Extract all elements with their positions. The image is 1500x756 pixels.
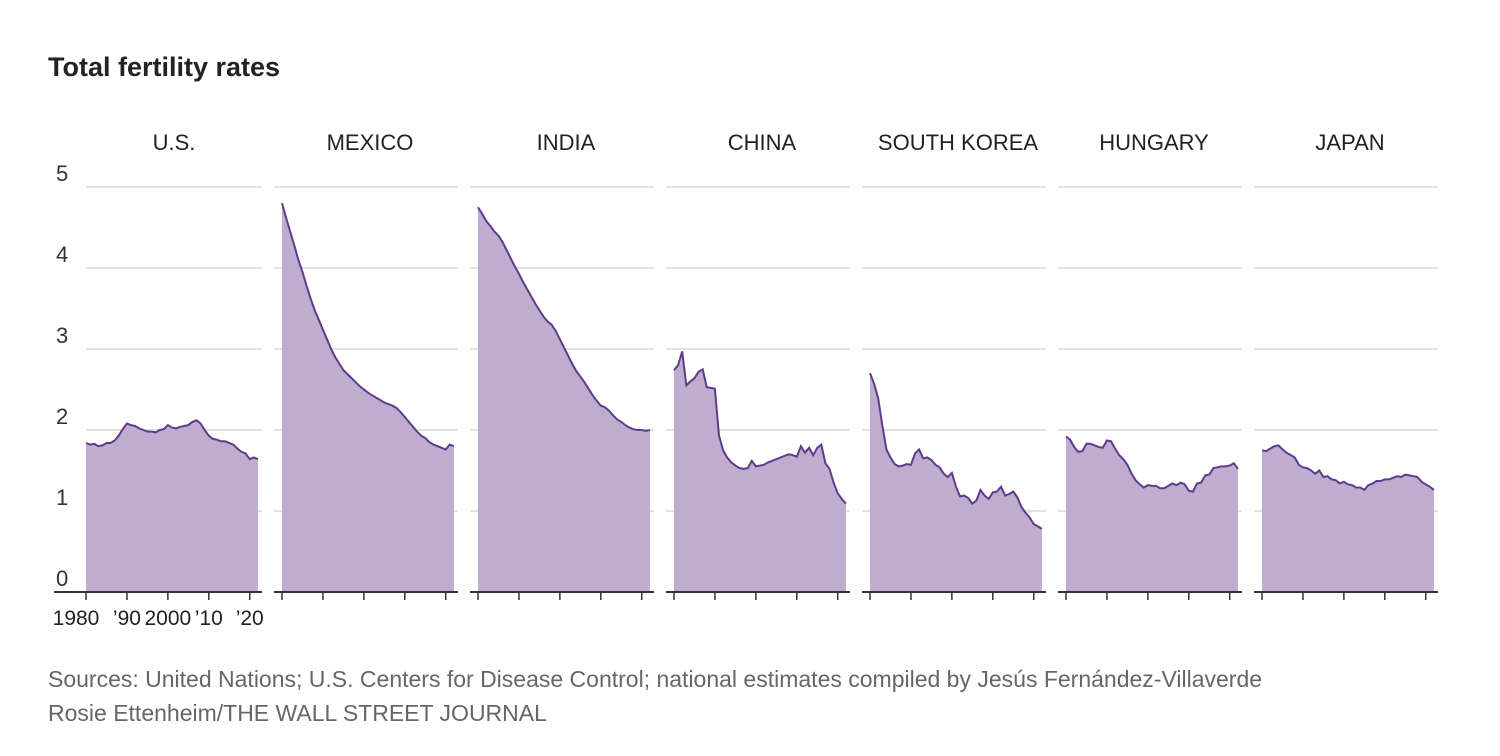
area-japan — [1262, 445, 1434, 592]
panel-title: MEXICO — [327, 130, 414, 155]
line-hungary — [1065, 435, 1239, 493]
line-south-korea — [869, 372, 1043, 530]
line-india — [477, 206, 651, 432]
line-mexico — [281, 202, 455, 451]
chart-title: Total fertility rates — [48, 52, 281, 82]
x-tick-label: ’20 — [236, 607, 264, 630]
x-tick-label: 2000 — [145, 607, 192, 630]
panel-title: JAPAN — [1315, 130, 1384, 155]
y-tick-label: 0 — [56, 566, 68, 591]
y-tick-label: 4 — [56, 242, 68, 267]
area-hungary — [1066, 436, 1238, 592]
area-south-korea — [870, 373, 1042, 592]
line-japan — [1261, 444, 1435, 492]
panel-title: U.S. — [153, 130, 196, 155]
y-tick-label: 5 — [56, 161, 68, 186]
small-multiples-chart: U.S. MEXICO INDIA CHINA SOUTH KOREA HUNGARY JA… — [53, 130, 1438, 630]
panel-title: SOUTH KOREA — [878, 130, 1038, 155]
area-china — [674, 351, 846, 592]
line-china — [673, 351, 847, 505]
x-tick-label: ’10 — [195, 607, 223, 630]
area-u-s- — [86, 420, 258, 592]
credit-line: Rosie Ettenheim/THE WALL STREET JOURNAL — [48, 700, 547, 726]
x-tick-label: 1980 — [53, 607, 100, 630]
area-india — [478, 207, 650, 593]
panel-title: INDIA — [537, 130, 596, 155]
line-u-s- — [85, 419, 259, 461]
panel-title: HUNGARY — [1099, 130, 1209, 155]
area-mexico — [282, 203, 454, 592]
y-tick-label: 1 — [56, 485, 68, 510]
y-tick-label: 3 — [56, 323, 68, 348]
x-tick-label: ’90 — [113, 607, 141, 630]
sources-line: Sources: United Nations; U.S. Centers fo… — [48, 666, 1263, 692]
panel-title: CHINA — [728, 130, 797, 155]
source-note: Sources: United Nations; U.S. Centers fo… — [48, 662, 1262, 730]
y-tick-label: 2 — [56, 404, 68, 429]
